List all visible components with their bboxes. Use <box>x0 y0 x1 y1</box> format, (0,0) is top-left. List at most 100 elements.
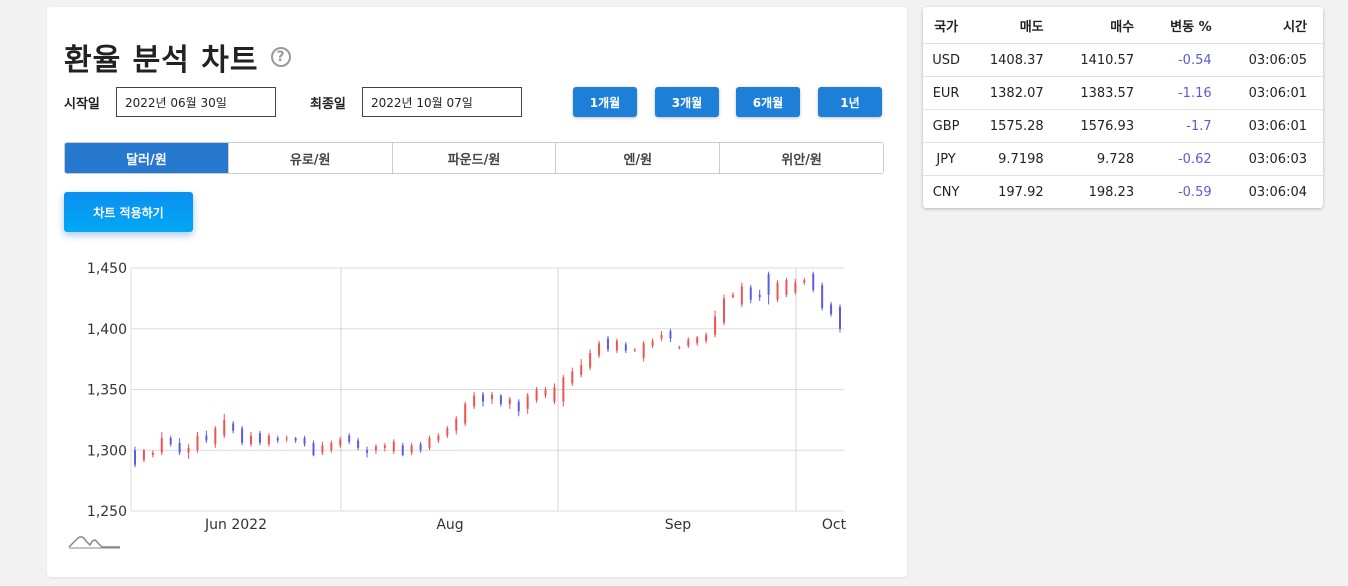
candle-body <box>633 349 636 351</box>
x-tick-label: Aug <box>436 517 463 533</box>
chart-candles <box>134 271 841 468</box>
start-date-input[interactable] <box>116 87 276 117</box>
candle-body <box>348 435 351 442</box>
candle-body <box>214 428 217 445</box>
apply-chart-button[interactable]: 차트 적용하기 <box>64 192 193 232</box>
cell-change: -1.16 <box>1150 76 1228 110</box>
candle <box>651 338 654 349</box>
candle <box>374 444 377 454</box>
candle <box>455 416 458 435</box>
candle-body <box>330 442 333 451</box>
candle-body <box>544 389 547 396</box>
table-header-row: 국가 매도 매수 변동 % 시간 <box>923 7 1323 44</box>
candle-body <box>571 371 574 384</box>
candle <box>517 399 520 417</box>
x-tick-label: Sep <box>665 517 692 533</box>
period-1y-button[interactable]: 1년 <box>818 87 882 117</box>
candle-body <box>339 439 342 446</box>
cell-buy: 198.23 <box>1059 175 1151 208</box>
tab-cny-krw[interactable]: 위안/원 <box>720 143 883 173</box>
candle <box>767 271 770 305</box>
candle-body <box>678 346 681 349</box>
candle <box>142 449 145 463</box>
table-row: JPY 9.7198 9.728 -0.62 03:06:03 <box>923 142 1323 176</box>
candle <box>178 438 181 456</box>
end-date-label: 최종일 <box>310 97 346 112</box>
help-icon[interactable]: ? <box>270 47 291 67</box>
cell-sell: 1408.37 <box>969 43 1060 77</box>
candle-body <box>687 339 690 346</box>
candle-body <box>517 401 520 412</box>
candle-body <box>705 334 708 341</box>
cell-change: -1.7 <box>1150 109 1228 143</box>
candle <box>687 337 690 349</box>
cell-country: JPY <box>923 142 970 176</box>
candle <box>223 413 226 439</box>
candle <box>785 277 788 298</box>
cell-sell: 1382.07 <box>969 76 1060 110</box>
x-tick-label: Jun 2022 <box>204 517 267 533</box>
chart-range-icon[interactable] <box>68 536 120 549</box>
candle-body <box>499 395 502 405</box>
cell-change: -0.54 <box>1150 43 1228 77</box>
candle-body <box>151 452 154 456</box>
period-1m-button[interactable]: 1개월 <box>573 87 637 117</box>
exchange-rate-table: 국가 매도 매수 변동 % 시간 USD 1408.37 1410.57 -0.… <box>923 7 1323 208</box>
candle <box>428 435 431 451</box>
candle <box>714 310 717 338</box>
col-buy: 매수 <box>1110 19 1135 35</box>
candle <box>366 446 369 458</box>
candle-body <box>490 394 493 400</box>
candle-body <box>383 445 386 448</box>
chart-grid <box>130 267 844 512</box>
candle <box>624 342 627 354</box>
candle <box>464 401 467 426</box>
cell-time: 03:06:01 <box>1227 109 1323 143</box>
tab-eur-krw[interactable]: 유로/원 <box>228 143 393 173</box>
candle <box>437 433 440 443</box>
end-date-input[interactable] <box>362 87 522 117</box>
candle-body <box>598 343 601 356</box>
period-3m-button[interactable]: 3개월 <box>655 87 719 117</box>
col-sell: 매도 <box>1019 19 1044 35</box>
table-row: EUR 1382.07 1383.57 -1.16 03:06:01 <box>923 76 1323 110</box>
period-6m-button[interactable]: 6개월 <box>736 87 800 117</box>
candle <box>696 336 699 346</box>
candle-body <box>722 298 725 323</box>
candle-body <box>178 442 181 453</box>
candle-body <box>535 389 538 401</box>
candle <box>419 441 422 453</box>
candle <box>446 425 449 439</box>
candle <box>490 391 493 405</box>
candle-body <box>205 435 208 441</box>
candle-body <box>160 438 163 453</box>
candle <box>482 391 485 407</box>
candle-body <box>428 438 431 448</box>
candle-body <box>473 395 476 407</box>
candle <box>357 438 360 451</box>
tab-usd-krw[interactable]: 달러/원 <box>65 143 229 173</box>
candle-body <box>696 337 699 344</box>
candle <box>151 450 154 458</box>
cell-sell: 197.92 <box>969 175 1060 208</box>
candle-body <box>455 418 458 431</box>
candle <box>839 304 841 333</box>
cell-sell: 9.7198 <box>969 142 1060 176</box>
candle <box>749 285 752 304</box>
candle-body <box>830 304 833 315</box>
col-country: 국가 <box>934 19 959 35</box>
cell-country: GBP <box>923 109 970 143</box>
cell-sell: 1575.28 <box>969 109 1060 143</box>
candle <box>250 432 253 447</box>
candle-body <box>303 438 306 445</box>
candle-body <box>419 444 422 451</box>
candle <box>803 277 806 286</box>
candle <box>544 387 547 399</box>
candle <box>615 338 618 354</box>
tab-jpy-krw[interactable]: 엔/원 <box>556 143 721 173</box>
tab-gbp-krw[interactable]: 파운드/원 <box>392 143 557 173</box>
cell-buy: 9.728 <box>1059 142 1151 176</box>
candle-body <box>624 344 627 351</box>
candle <box>598 340 601 358</box>
cell-time: 03:06:03 <box>1227 142 1323 176</box>
